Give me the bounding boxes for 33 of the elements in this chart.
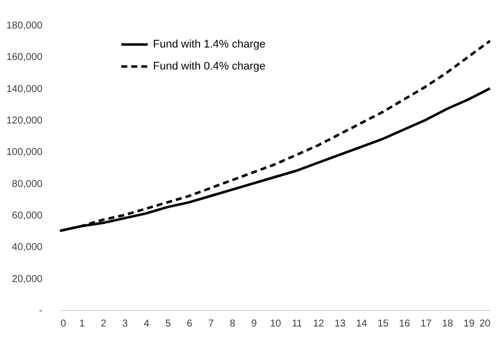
legend-label: Fund with 1.4% charge	[153, 38, 266, 50]
x-tick-label: 8	[230, 318, 236, 330]
y-tick-label: 160,000	[6, 52, 43, 64]
x-tick-label: 20	[479, 318, 491, 330]
x-tick-label: 5	[165, 318, 172, 330]
x-tick-label: 12	[312, 318, 324, 330]
x-tick-label: 3	[122, 318, 128, 330]
x-tick-label: 18	[442, 318, 454, 330]
x-tick-label: 7	[208, 318, 214, 330]
x-tick-label: 1	[79, 318, 86, 330]
x-tick-label: 17	[420, 318, 432, 330]
y-tick-label: 20,000	[12, 274, 43, 285]
x-tick-label: 13	[334, 318, 346, 330]
y-tick-label: 120,000	[6, 116, 43, 126]
y-tick-label: 40,000	[12, 242, 43, 254]
y-tick-label: 60,000	[12, 210, 43, 222]
y-tick-label: 100,000	[6, 147, 43, 158]
x-tick-label: 14	[356, 318, 368, 330]
x-tick-label: 4	[144, 318, 150, 330]
y-tick-label: 80,000	[12, 178, 43, 190]
x-tick-label: 6	[186, 318, 193, 330]
x-tick-label: 2	[100, 318, 107, 330]
x-tick-label: 11	[292, 318, 303, 330]
x-tick-label: 9	[251, 318, 258, 330]
y-tick-label: -	[39, 306, 42, 316]
y-tick-label: 180,000	[6, 20, 43, 32]
x-tick-label: 16	[398, 318, 410, 330]
y-tick-label: 140,000	[6, 84, 43, 95]
x-tick-label: 15	[377, 318, 389, 330]
legend-label: Fund with 0.4% charge	[153, 60, 266, 72]
x-tick-label: 10	[270, 318, 282, 330]
x-tick-label: 0	[60, 318, 66, 330]
x-tick-label: 19	[463, 318, 475, 330]
